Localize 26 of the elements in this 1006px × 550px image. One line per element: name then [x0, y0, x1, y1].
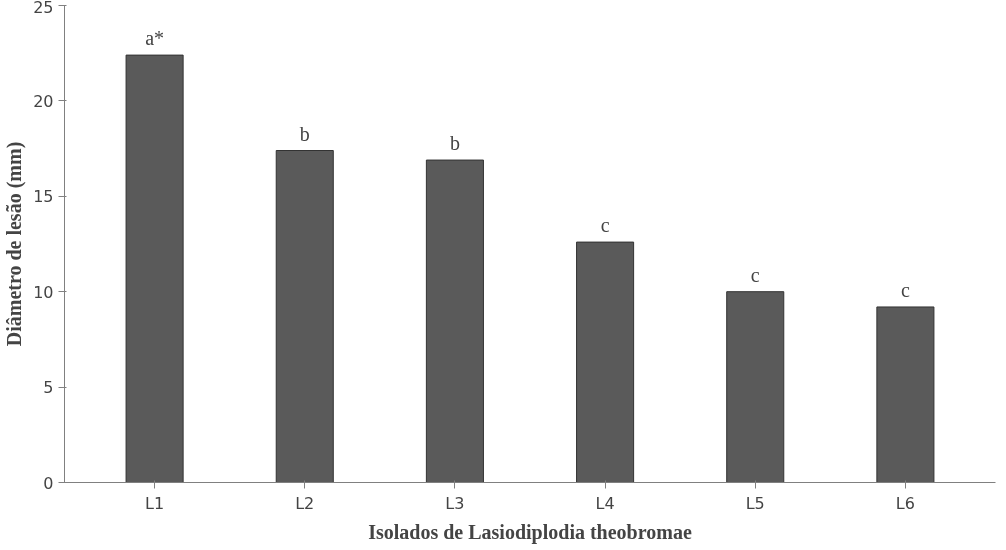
- x-tick-label: L4: [595, 493, 615, 513]
- bar: [125, 54, 184, 483]
- annotation: c: [900, 278, 910, 301]
- x-axis-title: Isolados de Lasiodiplodia theobromae: [368, 520, 692, 544]
- x-tick-label: L1: [145, 493, 165, 513]
- y-tick-label: 10: [33, 282, 54, 302]
- x-tick-label: L3: [445, 493, 465, 513]
- y-tick-label: 5: [43, 378, 54, 398]
- bar: [425, 159, 484, 483]
- annotation: c: [600, 214, 610, 237]
- bar: [576, 241, 635, 483]
- x-tick-label: L2: [295, 493, 315, 513]
- annotation: c: [750, 263, 760, 286]
- bar: [726, 291, 785, 483]
- bar: [876, 306, 935, 483]
- annotation: b: [449, 132, 460, 155]
- y-tick-label: 20: [33, 91, 54, 111]
- bar: [275, 150, 334, 483]
- annotation: b: [299, 122, 310, 145]
- y-axis-title: Diâmetro de lesão (mm): [3, 141, 27, 347]
- x-tick-label: L5: [745, 493, 765, 513]
- y-tick-label: 0: [43, 473, 54, 493]
- annotation: a*: [145, 27, 165, 50]
- x-tick-label: L6: [895, 493, 915, 513]
- y-tick-label: 25: [33, 0, 54, 17]
- y-tick-label: 15: [33, 187, 54, 207]
